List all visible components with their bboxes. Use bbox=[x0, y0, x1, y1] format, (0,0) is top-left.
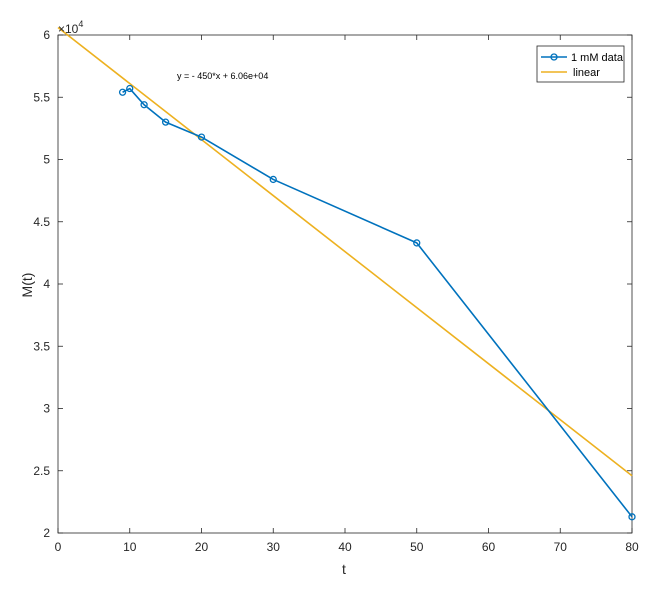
data-point bbox=[140, 101, 148, 109]
data-point bbox=[118, 88, 127, 96]
y-tick-label: 2 bbox=[43, 526, 50, 540]
y-tick-label: 6 bbox=[43, 28, 50, 42]
exponent-base: ×10 bbox=[58, 22, 79, 36]
exponent-power: 4 bbox=[78, 19, 83, 29]
y-tick-label: 5.5 bbox=[33, 90, 50, 104]
y-axis-exponent: ×104 bbox=[58, 19, 83, 36]
legend: 1 mM data linear bbox=[536, 45, 625, 83]
axis-ticks bbox=[57, 34, 633, 534]
series-line-linear bbox=[57, 26, 633, 477]
y-axis-label: M(t) bbox=[19, 273, 35, 298]
data-point bbox=[161, 118, 170, 126]
legend-marker-data bbox=[550, 53, 558, 61]
x-axis-label: t bbox=[342, 561, 346, 577]
x-tick-label: 70 bbox=[554, 540, 568, 554]
x-tick-label: 10 bbox=[123, 540, 137, 554]
x-tick-label: 20 bbox=[195, 540, 209, 554]
x-tick-label: 30 bbox=[267, 540, 281, 554]
legend-label-data: 1 mM data bbox=[571, 52, 624, 64]
y-tick-label: 3.5 bbox=[33, 339, 50, 353]
legend-box bbox=[536, 45, 625, 83]
axis-tick-labels: 0 10 20 30 40 50 60 70 80 2 2.5 3 3.5 4 4.5 5 5.5 6 bbox=[33, 28, 639, 554]
y-tick-label: 4 bbox=[43, 277, 50, 291]
data-point bbox=[413, 239, 421, 247]
plot-area bbox=[57, 34, 633, 534]
data-point bbox=[269, 175, 277, 184]
x-tick-label: 50 bbox=[410, 540, 424, 554]
x-tick-label: 60 bbox=[482, 540, 496, 554]
x-tick-label: 0 bbox=[55, 540, 62, 554]
legend-label-linear: linear bbox=[573, 67, 600, 79]
fit-equation-annotation: y = - 450*x + 6.06e+04 bbox=[177, 71, 268, 81]
y-tick-label: 2.5 bbox=[33, 464, 50, 478]
x-tick-label: 80 bbox=[625, 540, 639, 554]
x-tick-label: 40 bbox=[338, 540, 352, 554]
y-tick-label: 5 bbox=[43, 153, 50, 167]
data-point bbox=[197, 133, 206, 141]
y-tick-label: 3 bbox=[43, 402, 50, 416]
data-point bbox=[126, 84, 134, 93]
y-tick-label: 4.5 bbox=[33, 215, 50, 229]
data-point bbox=[628, 513, 636, 521]
axes-box bbox=[57, 34, 633, 534]
series-layer bbox=[57, 26, 636, 521]
